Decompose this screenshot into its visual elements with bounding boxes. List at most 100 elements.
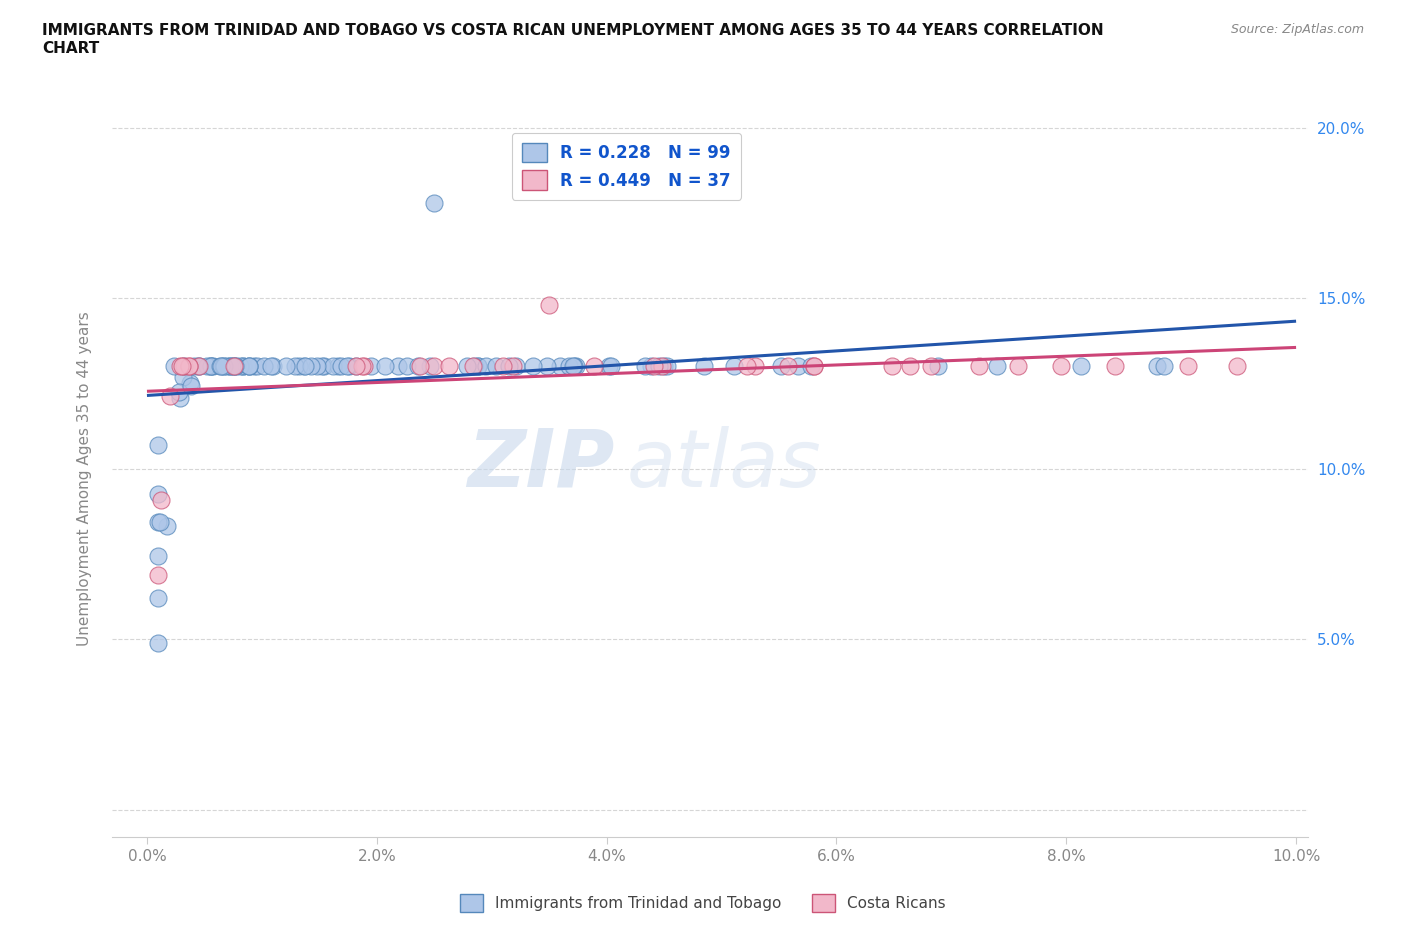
Point bbox=[565, 359, 588, 374]
Point bbox=[198, 359, 221, 374]
Point bbox=[538, 298, 561, 312]
Point bbox=[169, 359, 191, 374]
Point bbox=[200, 359, 222, 374]
Point bbox=[920, 359, 942, 374]
Point bbox=[439, 359, 461, 374]
Point bbox=[643, 359, 665, 374]
Point bbox=[898, 359, 921, 374]
Point bbox=[1226, 359, 1249, 374]
Point bbox=[314, 359, 336, 374]
Point bbox=[651, 359, 673, 374]
Point bbox=[599, 359, 621, 374]
Text: IMMIGRANTS FROM TRINIDAD AND TOBAGO VS COSTA RICAN UNEMPLOYMENT AMONG AGES 35 TO: IMMIGRANTS FROM TRINIDAD AND TOBAGO VS C… bbox=[42, 23, 1104, 56]
Point bbox=[562, 359, 585, 374]
Point bbox=[1050, 359, 1073, 374]
Point bbox=[260, 359, 283, 374]
Point bbox=[172, 369, 194, 384]
Point bbox=[148, 487, 170, 502]
Point bbox=[550, 359, 572, 374]
Point bbox=[1104, 359, 1126, 374]
Point bbox=[232, 359, 254, 374]
Point bbox=[558, 359, 581, 374]
Point bbox=[485, 359, 508, 374]
Point bbox=[735, 359, 758, 374]
Point bbox=[769, 359, 792, 374]
Point bbox=[180, 379, 202, 393]
Point bbox=[803, 359, 825, 374]
Point bbox=[299, 359, 322, 374]
Point bbox=[148, 635, 170, 650]
Point bbox=[238, 359, 260, 374]
Point bbox=[360, 359, 382, 374]
Point bbox=[505, 359, 527, 374]
Point bbox=[179, 376, 201, 391]
Point bbox=[288, 359, 311, 374]
Point bbox=[723, 359, 745, 374]
Point bbox=[475, 359, 498, 374]
Point bbox=[225, 359, 247, 374]
Point bbox=[652, 359, 675, 374]
Point bbox=[648, 359, 671, 374]
Point bbox=[148, 591, 170, 605]
Point bbox=[423, 359, 446, 374]
Text: atlas: atlas bbox=[627, 426, 821, 504]
Point bbox=[202, 359, 225, 374]
Point bbox=[148, 515, 170, 530]
Point bbox=[274, 359, 297, 374]
Point bbox=[222, 359, 245, 374]
Point bbox=[692, 359, 714, 374]
Point bbox=[211, 359, 233, 374]
Point bbox=[169, 391, 191, 405]
Point bbox=[222, 359, 245, 374]
Point bbox=[986, 359, 1008, 374]
Point bbox=[406, 359, 429, 374]
Point bbox=[467, 359, 489, 374]
Point bbox=[336, 359, 359, 374]
Point bbox=[396, 359, 419, 374]
Point bbox=[352, 359, 374, 374]
Point bbox=[657, 359, 679, 374]
Point bbox=[187, 359, 209, 374]
Point bbox=[344, 359, 367, 374]
Point bbox=[353, 359, 375, 374]
Point bbox=[776, 359, 799, 374]
Point bbox=[163, 359, 186, 374]
Point bbox=[221, 359, 243, 374]
Point bbox=[1070, 359, 1092, 374]
Point bbox=[173, 359, 195, 374]
Point bbox=[1177, 359, 1199, 374]
Point bbox=[967, 359, 990, 374]
Point bbox=[187, 359, 209, 374]
Point bbox=[456, 359, 478, 374]
Point bbox=[803, 359, 825, 374]
Point bbox=[744, 359, 766, 374]
Text: ZIP: ZIP bbox=[467, 426, 614, 504]
Point bbox=[344, 359, 367, 374]
Point bbox=[187, 359, 209, 374]
Point bbox=[172, 359, 194, 374]
Point bbox=[177, 359, 200, 374]
Point bbox=[502, 359, 524, 374]
Point bbox=[177, 359, 200, 374]
Point bbox=[219, 359, 242, 374]
Point bbox=[927, 359, 949, 374]
Point bbox=[423, 195, 446, 210]
Point bbox=[337, 359, 360, 374]
Point bbox=[1153, 359, 1175, 374]
Point bbox=[173, 359, 195, 374]
Point bbox=[498, 359, 520, 374]
Point bbox=[231, 359, 253, 374]
Point bbox=[159, 388, 181, 403]
Point bbox=[800, 359, 823, 374]
Point bbox=[246, 359, 269, 374]
Legend: R = 0.228   N = 99, R = 0.449   N = 37: R = 0.228 N = 99, R = 0.449 N = 37 bbox=[512, 133, 741, 200]
Point bbox=[284, 359, 307, 374]
Point bbox=[492, 359, 515, 374]
Point bbox=[880, 359, 903, 374]
Point bbox=[149, 492, 172, 507]
Point bbox=[1007, 359, 1029, 374]
Point bbox=[167, 385, 190, 400]
Point bbox=[583, 359, 606, 374]
Point bbox=[149, 515, 172, 530]
Y-axis label: Unemployment Among Ages 35 to 44 years: Unemployment Among Ages 35 to 44 years bbox=[77, 312, 91, 646]
